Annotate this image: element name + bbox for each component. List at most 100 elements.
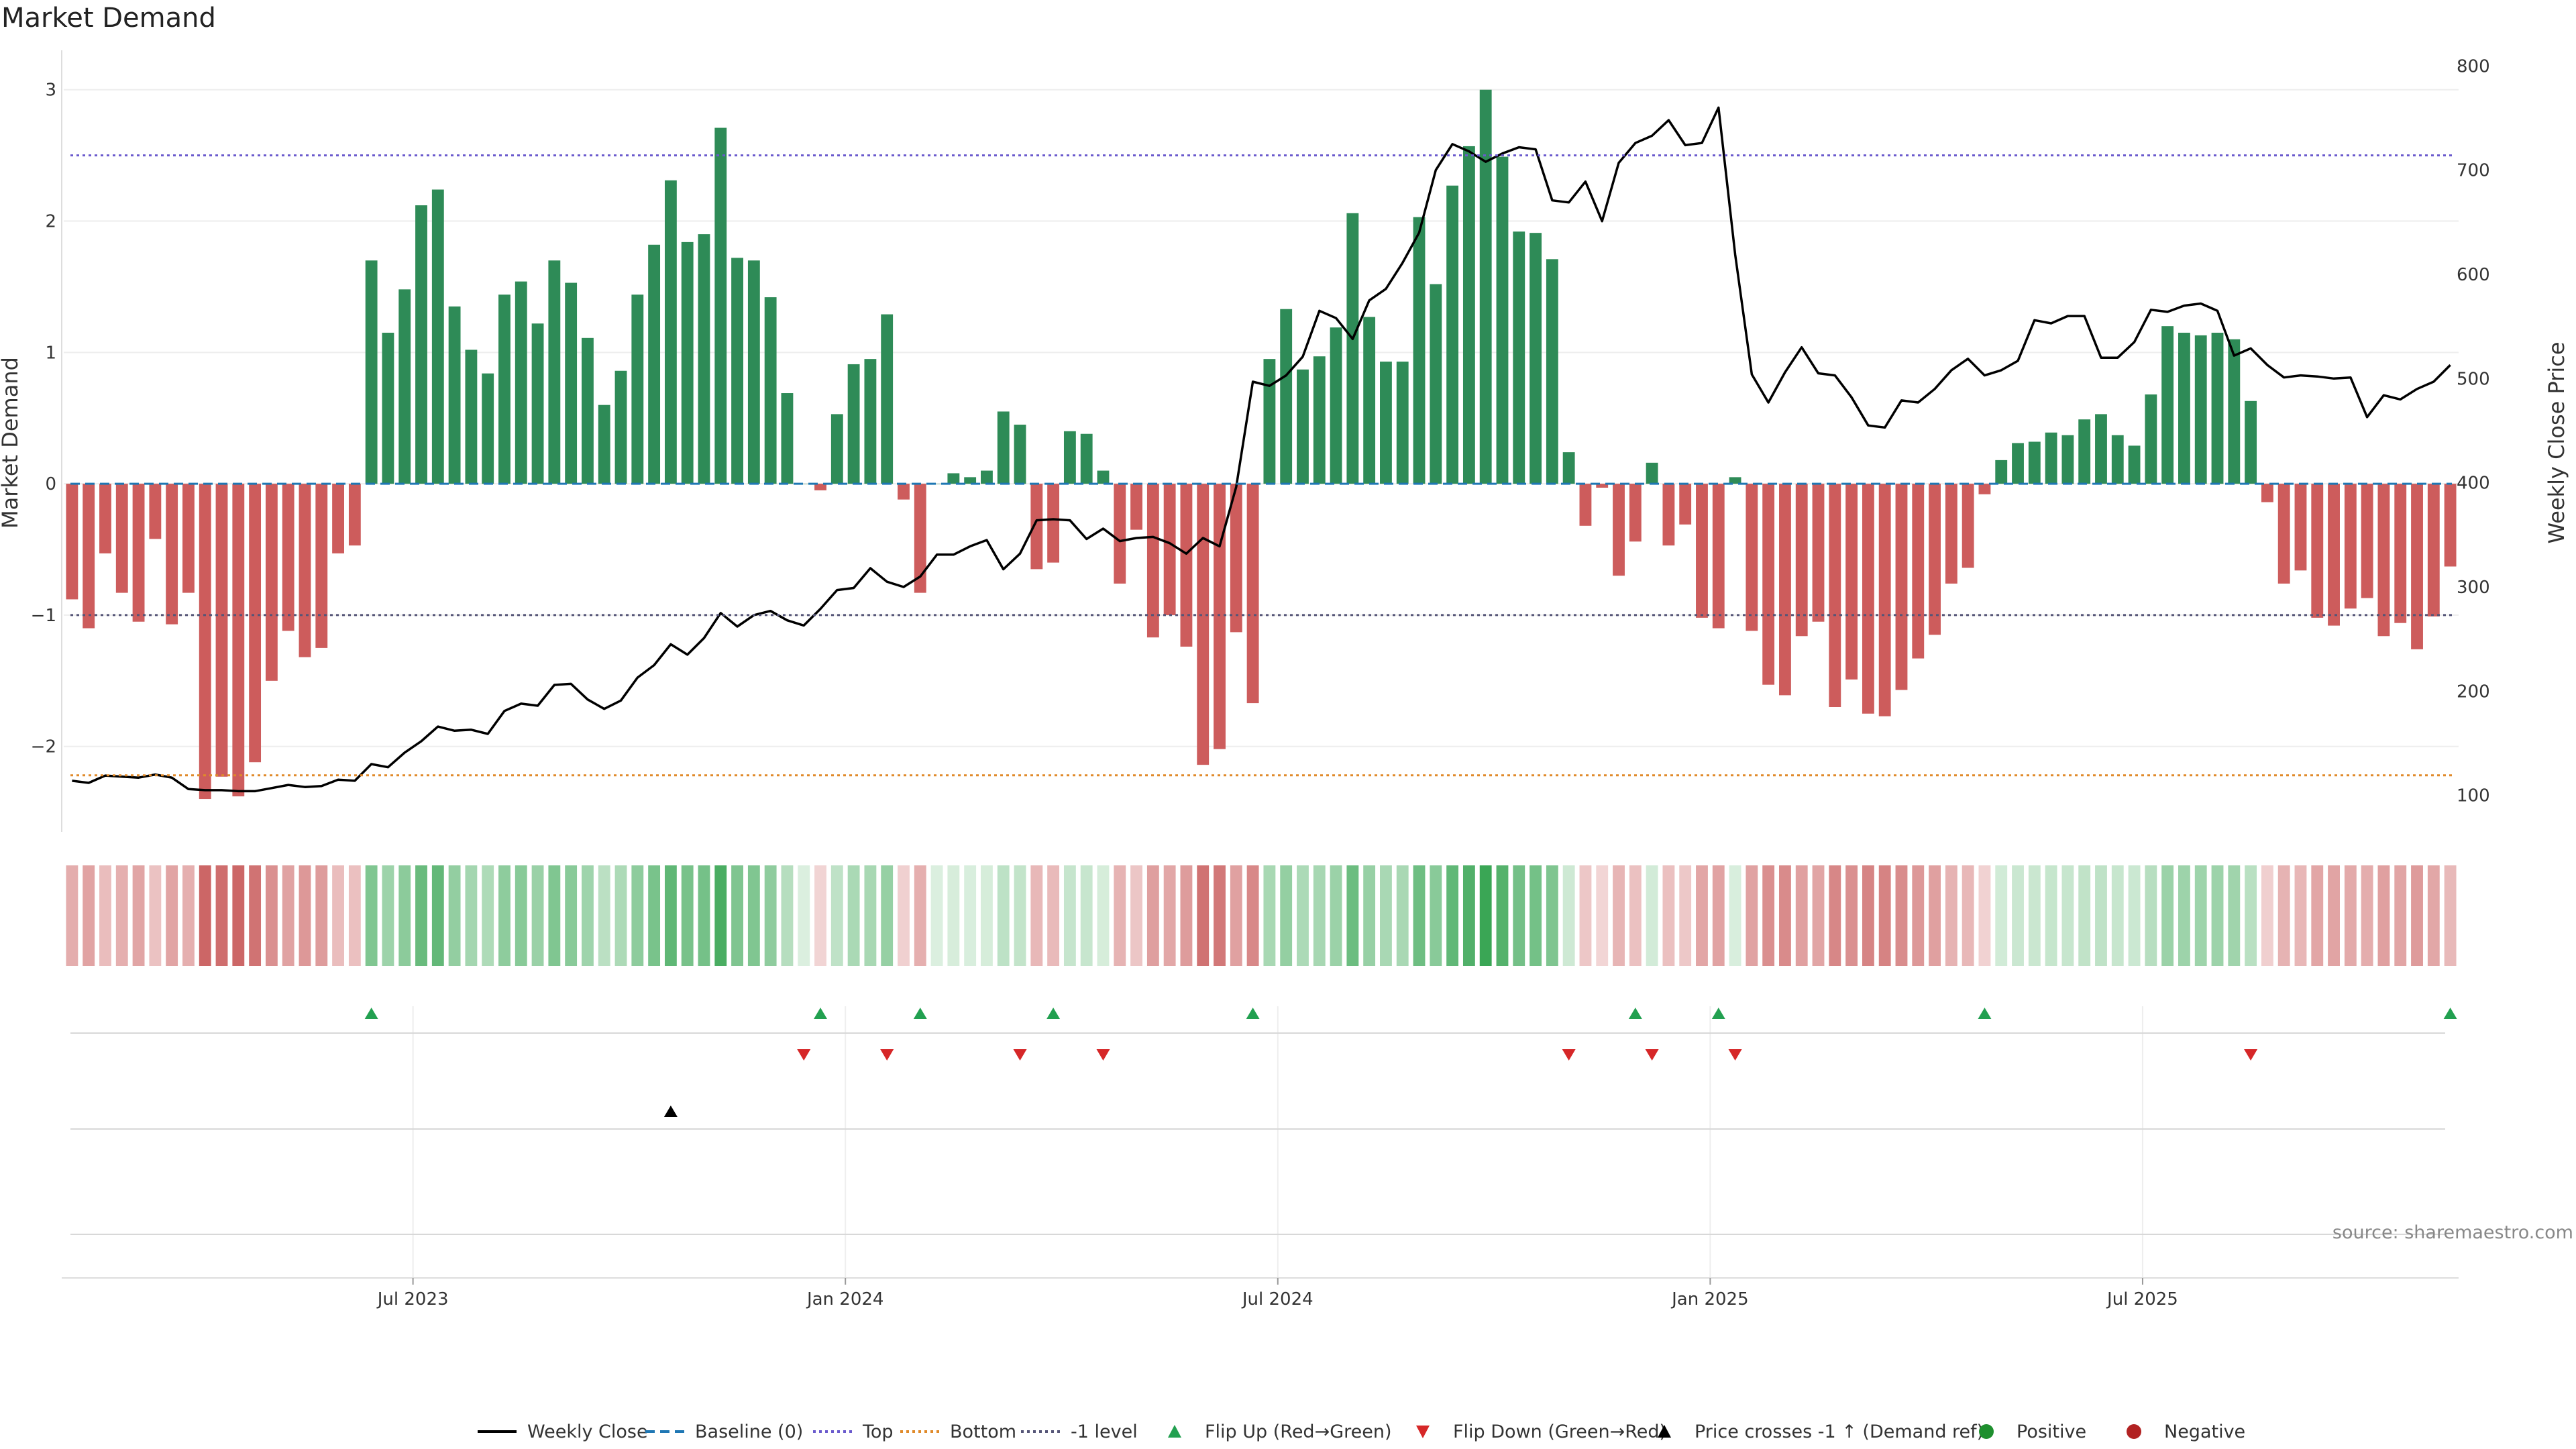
negative-demand-bar bbox=[1197, 484, 1210, 765]
heat-cell bbox=[1895, 865, 1908, 966]
heat-cell bbox=[2344, 865, 2357, 966]
legend-label: Flip Down (Green→Red) bbox=[1453, 1421, 1666, 1442]
heat-cell bbox=[249, 865, 262, 966]
heat-cell bbox=[1130, 865, 1142, 966]
y2-tick-label: 100 bbox=[2457, 786, 2490, 806]
negative-demand-bar bbox=[1047, 484, 1060, 563]
positive-demand-bar bbox=[997, 411, 1010, 484]
legend-swatch bbox=[1979, 1424, 1994, 1439]
heat-cell bbox=[2444, 865, 2457, 966]
y-tick-label: 3 bbox=[45, 80, 56, 101]
heat-cell bbox=[115, 865, 128, 966]
heat-cell bbox=[1230, 865, 1242, 966]
flip-down-marker bbox=[1645, 1049, 1659, 1061]
heat-cell bbox=[2161, 865, 2174, 966]
positive-demand-bar bbox=[2028, 441, 2041, 484]
heat-cell bbox=[1729, 865, 1741, 966]
positive-demand-bar bbox=[482, 373, 494, 484]
heat-cell bbox=[2427, 865, 2440, 966]
heat-cell bbox=[1579, 865, 1592, 966]
negative-demand-bar bbox=[99, 484, 111, 553]
y-tick-label: −1 bbox=[31, 606, 56, 626]
right-axis-ticks: 100 200 300 400 500 600 700 800 bbox=[2457, 56, 2490, 806]
positive-demand-bar bbox=[648, 244, 661, 484]
heat-cell bbox=[2411, 865, 2423, 966]
y2-tick-label: 600 bbox=[2457, 265, 2490, 285]
positive-demand-bar bbox=[2095, 414, 2107, 484]
positive-demand-bar bbox=[1380, 362, 1392, 484]
flip-up-marker bbox=[1978, 1008, 1992, 1019]
y2-tick-label: 400 bbox=[2457, 474, 2490, 494]
positive-demand-bar bbox=[747, 260, 760, 484]
heat-cell bbox=[2194, 865, 2207, 966]
positive-demand-bar bbox=[1562, 452, 1575, 484]
heat-cell bbox=[531, 865, 544, 966]
heat-cell bbox=[1596, 865, 1609, 966]
heat-cell bbox=[1413, 865, 1426, 966]
legend-label: Weekly Close bbox=[527, 1421, 648, 1442]
negative-demand-bar bbox=[2344, 484, 2357, 609]
heat-cell bbox=[1978, 865, 1991, 966]
heat-cell bbox=[299, 865, 311, 966]
heat-cell bbox=[382, 865, 394, 966]
flip-up-marker bbox=[1046, 1008, 1061, 1019]
heat-cell bbox=[1396, 865, 1409, 966]
y2-tick-label: 700 bbox=[2457, 161, 2490, 181]
heat-cell bbox=[1679, 865, 1692, 966]
negative-demand-bar bbox=[2361, 484, 2373, 598]
positive-demand-bar bbox=[2228, 339, 2241, 484]
positive-demand-bar bbox=[2211, 332, 2224, 484]
heat-cell bbox=[1496, 865, 1509, 966]
negative-demand-bar bbox=[1862, 484, 1874, 714]
heat-cell bbox=[981, 865, 993, 966]
positive-demand-bar bbox=[548, 260, 561, 484]
legend-label: Flip Up (Red→Green) bbox=[1205, 1421, 1392, 1442]
positive-demand-bar bbox=[1097, 470, 1110, 484]
weekly-close-series bbox=[72, 106, 2451, 793]
heat-cell bbox=[2328, 865, 2340, 966]
positive-demand-bar bbox=[515, 281, 527, 484]
positive-demand-bar bbox=[1263, 359, 1276, 484]
heat-cell bbox=[66, 865, 78, 966]
negative-demand-bar bbox=[1662, 484, 1675, 546]
positive-demand-bar bbox=[382, 332, 394, 484]
legend-label: Negative bbox=[2164, 1421, 2245, 1442]
positive-demand-bar bbox=[1330, 327, 1342, 484]
positive-demand-bar bbox=[1513, 231, 1525, 484]
heat-cell bbox=[1562, 865, 1575, 966]
heat-cell bbox=[1696, 865, 1708, 966]
heat-cell bbox=[149, 865, 162, 966]
heat-cell bbox=[1546, 865, 1558, 966]
heat-cell bbox=[881, 865, 894, 966]
positive-demand-bar bbox=[881, 314, 894, 484]
heat-cell bbox=[565, 865, 578, 966]
negative-demand-bar bbox=[115, 484, 128, 593]
heat-cell bbox=[582, 865, 594, 966]
positive-demand-bar bbox=[1080, 433, 1093, 484]
heat-cell bbox=[1912, 865, 1925, 966]
heat-cell bbox=[548, 865, 561, 966]
positive-demand-bar bbox=[731, 258, 743, 484]
flip-up-marker bbox=[364, 1008, 378, 1019]
legend-swatch bbox=[1416, 1426, 1430, 1438]
heat-cell bbox=[398, 865, 411, 966]
negative-demand-bar bbox=[215, 484, 228, 777]
flip-up-marker bbox=[1711, 1008, 1725, 1019]
heat-cell bbox=[1762, 865, 1775, 966]
heat-cell bbox=[2377, 865, 2390, 966]
negative-demand-bar bbox=[249, 484, 262, 763]
legend: Weekly Close Baseline (0) Top Bottom -1 leve… bbox=[478, 1421, 2245, 1442]
heat-cell bbox=[482, 865, 494, 966]
heat-cell bbox=[1746, 865, 1758, 966]
heat-cell bbox=[1313, 865, 1326, 966]
negative-demand-bar bbox=[1579, 484, 1592, 526]
heat-cell bbox=[332, 865, 344, 966]
positive-demand-bar bbox=[465, 350, 478, 484]
x-tick-label: Jul 2025 bbox=[2106, 1289, 2178, 1309]
flip-up-marker bbox=[2443, 1008, 2457, 1019]
heat-cell bbox=[365, 865, 378, 966]
positive-demand-bar bbox=[1446, 185, 1459, 484]
heat-cell bbox=[1629, 865, 1642, 966]
heat-cell bbox=[2012, 865, 2024, 966]
heat-cell bbox=[781, 865, 794, 966]
